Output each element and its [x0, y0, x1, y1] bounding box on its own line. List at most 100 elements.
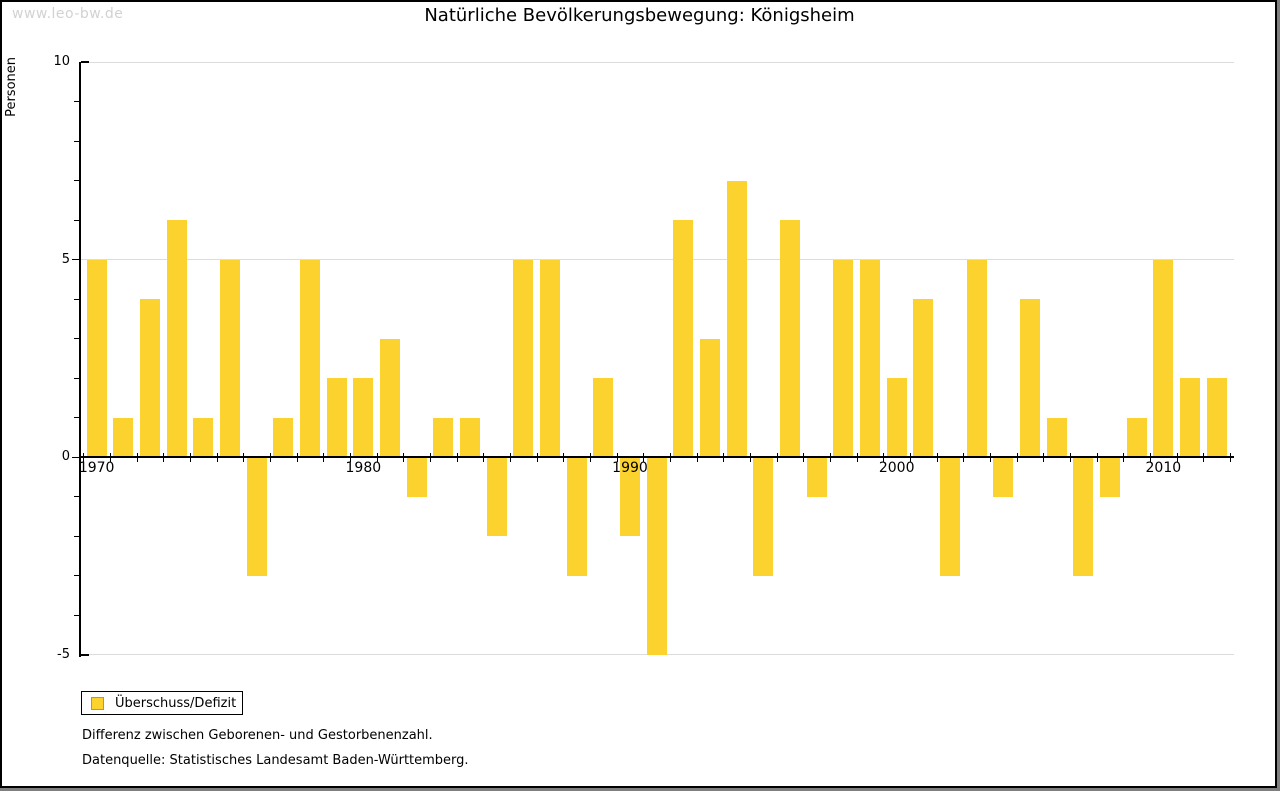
- x-tick: [643, 453, 645, 462]
- x-tick-label: 1990: [612, 460, 648, 476]
- x-tick: [830, 453, 831, 462]
- bar-1981: [380, 338, 400, 457]
- bar-1983: [433, 417, 454, 457]
- gridline: [81, 654, 1234, 655]
- x-tick: [1176, 453, 1178, 462]
- x-tick: [590, 453, 591, 462]
- x-tick: [323, 453, 325, 462]
- y-tick: [74, 101, 79, 102]
- x-tick: [856, 453, 858, 462]
- bar-1978: [300, 259, 320, 457]
- bar-1973: [166, 220, 187, 457]
- x-tick: [403, 453, 405, 462]
- y-tick-label: 5: [61, 251, 70, 267]
- x-tick: [190, 453, 191, 462]
- y-tick: [74, 180, 79, 181]
- x-tick-label: 2000: [878, 460, 915, 476]
- x-tick: [270, 453, 271, 462]
- x-axis-line: [79, 456, 1234, 458]
- bar-1996: [780, 220, 800, 457]
- bar-2003: [966, 259, 987, 457]
- x-tick-label: 1970: [78, 460, 115, 476]
- x-tick: [536, 453, 538, 462]
- x-tick-label: 1980: [345, 460, 382, 476]
- gridline: [81, 61, 1234, 63]
- x-tick: [296, 453, 298, 462]
- x-tick: [1123, 453, 1125, 462]
- x-tick: [883, 453, 885, 462]
- y-tick-label: 10: [53, 54, 70, 69]
- bar-1977: [273, 417, 294, 457]
- y-tick-label: -5: [57, 646, 70, 662]
- y-tick: [74, 140, 79, 142]
- bar-2002: [940, 457, 960, 576]
- x-tick: [670, 453, 671, 462]
- bar-2007: [1073, 457, 1094, 576]
- x-tick: [803, 453, 805, 462]
- y-tick-label: 0: [61, 449, 70, 464]
- x-tick: [936, 453, 938, 462]
- bar-1997: [806, 457, 827, 497]
- bar-1985: [486, 457, 507, 536]
- bar-1992: [673, 220, 694, 457]
- bar-2000: [886, 378, 907, 457]
- bar-1974: [193, 417, 214, 457]
- y-tick: [74, 496, 79, 497]
- bar-1982: [406, 457, 427, 497]
- x-tick: [1203, 453, 1205, 462]
- x-tick: [750, 453, 751, 462]
- bar-2012: [1206, 378, 1227, 457]
- x-tick-label: 2010: [1145, 460, 1182, 476]
- legend-label: Überschuss/Defizit: [115, 695, 237, 711]
- bar-1979: [326, 378, 347, 457]
- x-tick: [910, 453, 911, 462]
- x-tick: [136, 453, 138, 462]
- bar-1998: [833, 259, 854, 457]
- x-tick: [456, 453, 458, 462]
- bar-1988: [566, 457, 587, 576]
- chart-title: Natürliche Bevölkerungsbewegung: Königsh…: [424, 5, 855, 26]
- bar-1995: [753, 457, 774, 576]
- x-tick: [990, 453, 991, 462]
- x-tick: [216, 453, 218, 462]
- bar-1993: [700, 338, 720, 457]
- x-tick: [110, 453, 111, 462]
- x-tick: [1096, 453, 1098, 462]
- bar-2010: [1153, 259, 1174, 457]
- legend-swatch-icon: [91, 696, 104, 710]
- legend: Überschuss/Defizit: [81, 691, 243, 715]
- x-tick: [430, 453, 431, 462]
- y-tick: [74, 417, 79, 418]
- axis-corner-tick: [81, 61, 89, 63]
- bar-2005: [1020, 299, 1040, 457]
- x-tick: [350, 453, 351, 462]
- x-tick: [163, 453, 165, 462]
- bar-1970: [86, 259, 107, 457]
- bar-1975: [220, 259, 240, 457]
- watermark: www.leo-bw.de: [12, 6, 124, 22]
- y-tick: [74, 219, 79, 221]
- y-tick: [74, 338, 79, 339]
- bar-1980: [353, 378, 374, 457]
- bar-1971: [113, 417, 134, 457]
- x-tick: [510, 453, 511, 462]
- bar-1994: [726, 180, 747, 457]
- x-tick: [243, 453, 245, 462]
- bar-1989: [593, 378, 614, 457]
- y-tick: [72, 259, 79, 260]
- x-tick: [696, 453, 698, 462]
- y-tick: [74, 298, 79, 300]
- y-tick: [74, 535, 79, 537]
- y-tick: [74, 377, 79, 379]
- footnote-definition: Differenz zwischen Geborenen- und Gestor…: [82, 728, 433, 743]
- x-tick: [776, 453, 778, 462]
- x-tick: [616, 453, 618, 462]
- gridline: [81, 259, 1234, 260]
- x-tick: [1070, 453, 1071, 462]
- bar-1991: [646, 457, 667, 655]
- x-tick: [376, 453, 378, 462]
- x-tick: [1150, 453, 1151, 462]
- x-tick: [1016, 453, 1018, 462]
- y-tick: [74, 575, 79, 576]
